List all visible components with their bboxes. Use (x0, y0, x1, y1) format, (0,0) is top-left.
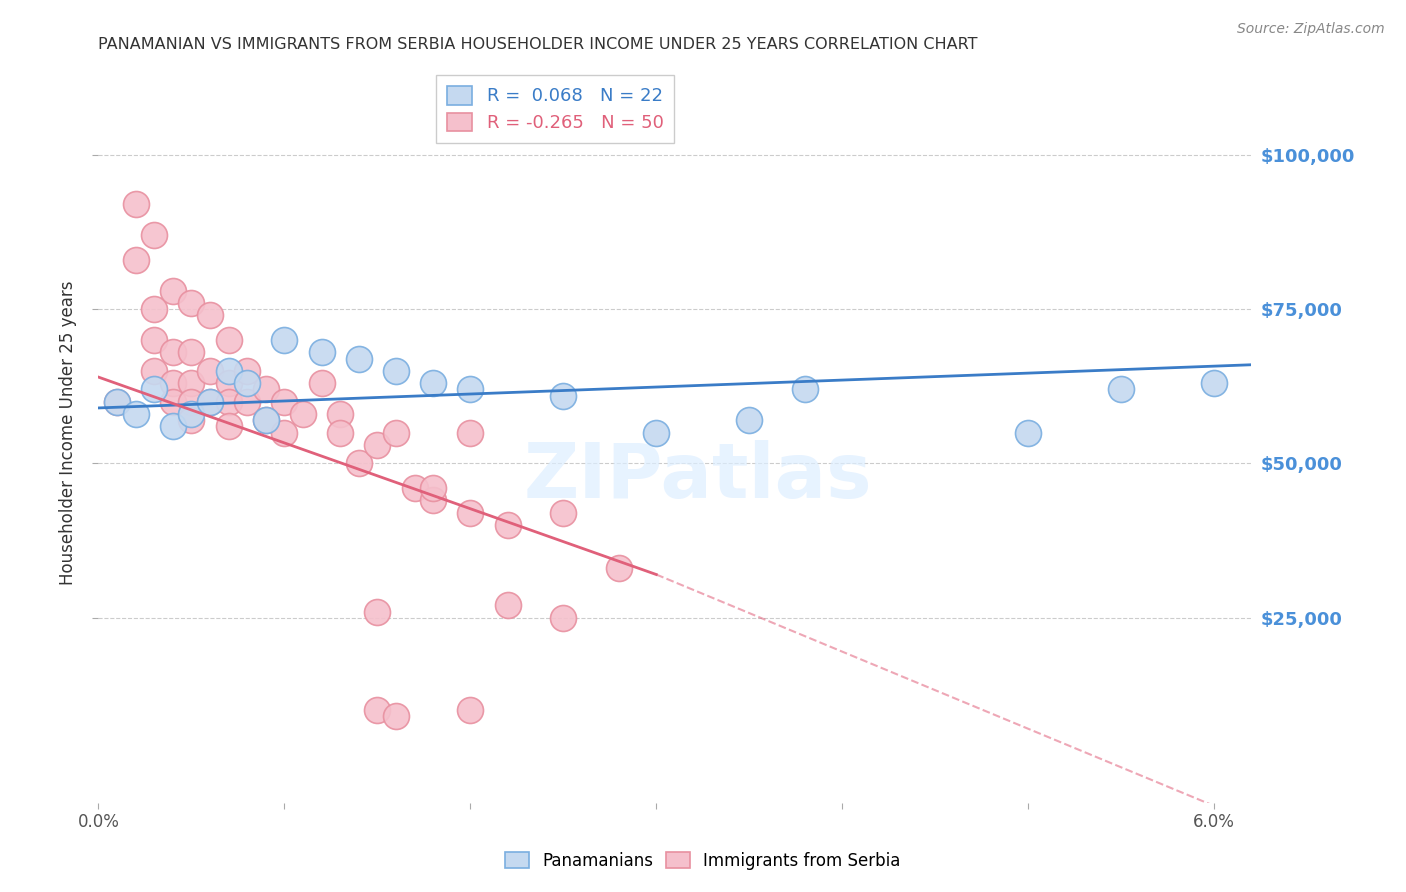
Text: Source: ZipAtlas.com: Source: ZipAtlas.com (1237, 22, 1385, 37)
Point (422, 481, 444, 495)
Point (180, 413, 202, 427)
Point (607, 561, 630, 575)
Point (143, 302, 166, 317)
Point (143, 333, 166, 347)
Point (198, 394, 221, 409)
Point (273, 425, 295, 440)
Point (162, 345, 184, 359)
Point (329, 425, 352, 440)
Point (311, 345, 333, 359)
Point (496, 518, 519, 533)
Point (180, 296, 202, 310)
Legend: Panamanians, Immigrants from Serbia: Panamanians, Immigrants from Serbia (499, 846, 907, 877)
Point (180, 394, 202, 409)
Text: PANAMANIAN VS IMMIGRANTS FROM SERBIA HOUSEHOLDER INCOME UNDER 25 YEARS CORRELATI: PANAMANIAN VS IMMIGRANTS FROM SERBIA HOU… (98, 37, 979, 52)
Point (198, 394, 221, 409)
Legend: R =  0.068   N = 22, R = -0.265   N = 50: R = 0.068 N = 22, R = -0.265 N = 50 (436, 75, 675, 143)
Point (236, 376, 259, 391)
Point (385, 709, 408, 723)
Point (105, 394, 128, 409)
Point (273, 394, 295, 409)
Point (422, 493, 444, 508)
Point (329, 407, 352, 421)
Point (180, 376, 202, 391)
Point (273, 333, 295, 347)
Point (162, 419, 184, 434)
Point (460, 425, 482, 440)
Point (198, 309, 221, 323)
Point (347, 457, 370, 471)
Point (124, 197, 146, 211)
Point (422, 376, 444, 391)
Point (385, 425, 408, 440)
Point (553, 389, 575, 403)
Point (218, 394, 240, 409)
Point (254, 383, 277, 397)
Point (218, 376, 240, 391)
Point (366, 703, 388, 717)
Point (254, 413, 277, 427)
Point (553, 610, 575, 624)
Point (198, 364, 221, 378)
Point (366, 438, 388, 452)
Point (236, 364, 259, 378)
Point (180, 407, 202, 421)
Text: ZIPatlas: ZIPatlas (523, 440, 872, 514)
Point (496, 599, 519, 613)
Point (460, 383, 482, 397)
Point (553, 506, 575, 520)
Point (254, 413, 277, 427)
Point (180, 345, 202, 359)
Point (460, 506, 482, 520)
Point (1109, 383, 1132, 397)
Point (162, 376, 184, 391)
Point (291, 407, 314, 421)
Point (404, 481, 426, 495)
Point (105, 394, 128, 409)
Point (738, 413, 761, 427)
Point (124, 407, 146, 421)
Point (218, 364, 240, 378)
Point (645, 425, 668, 440)
Point (218, 333, 240, 347)
Point (236, 394, 259, 409)
Point (162, 284, 184, 298)
Point (124, 252, 146, 267)
Point (143, 228, 166, 243)
Point (347, 351, 370, 366)
Y-axis label: Householder Income Under 25 years: Householder Income Under 25 years (59, 280, 77, 585)
Point (162, 394, 184, 409)
Point (366, 605, 388, 619)
Point (311, 376, 333, 391)
Point (460, 703, 482, 717)
Point (1204, 376, 1226, 391)
Point (1017, 425, 1039, 440)
Point (143, 364, 166, 378)
Point (385, 364, 408, 378)
Point (794, 383, 817, 397)
Point (143, 383, 166, 397)
Point (218, 419, 240, 434)
